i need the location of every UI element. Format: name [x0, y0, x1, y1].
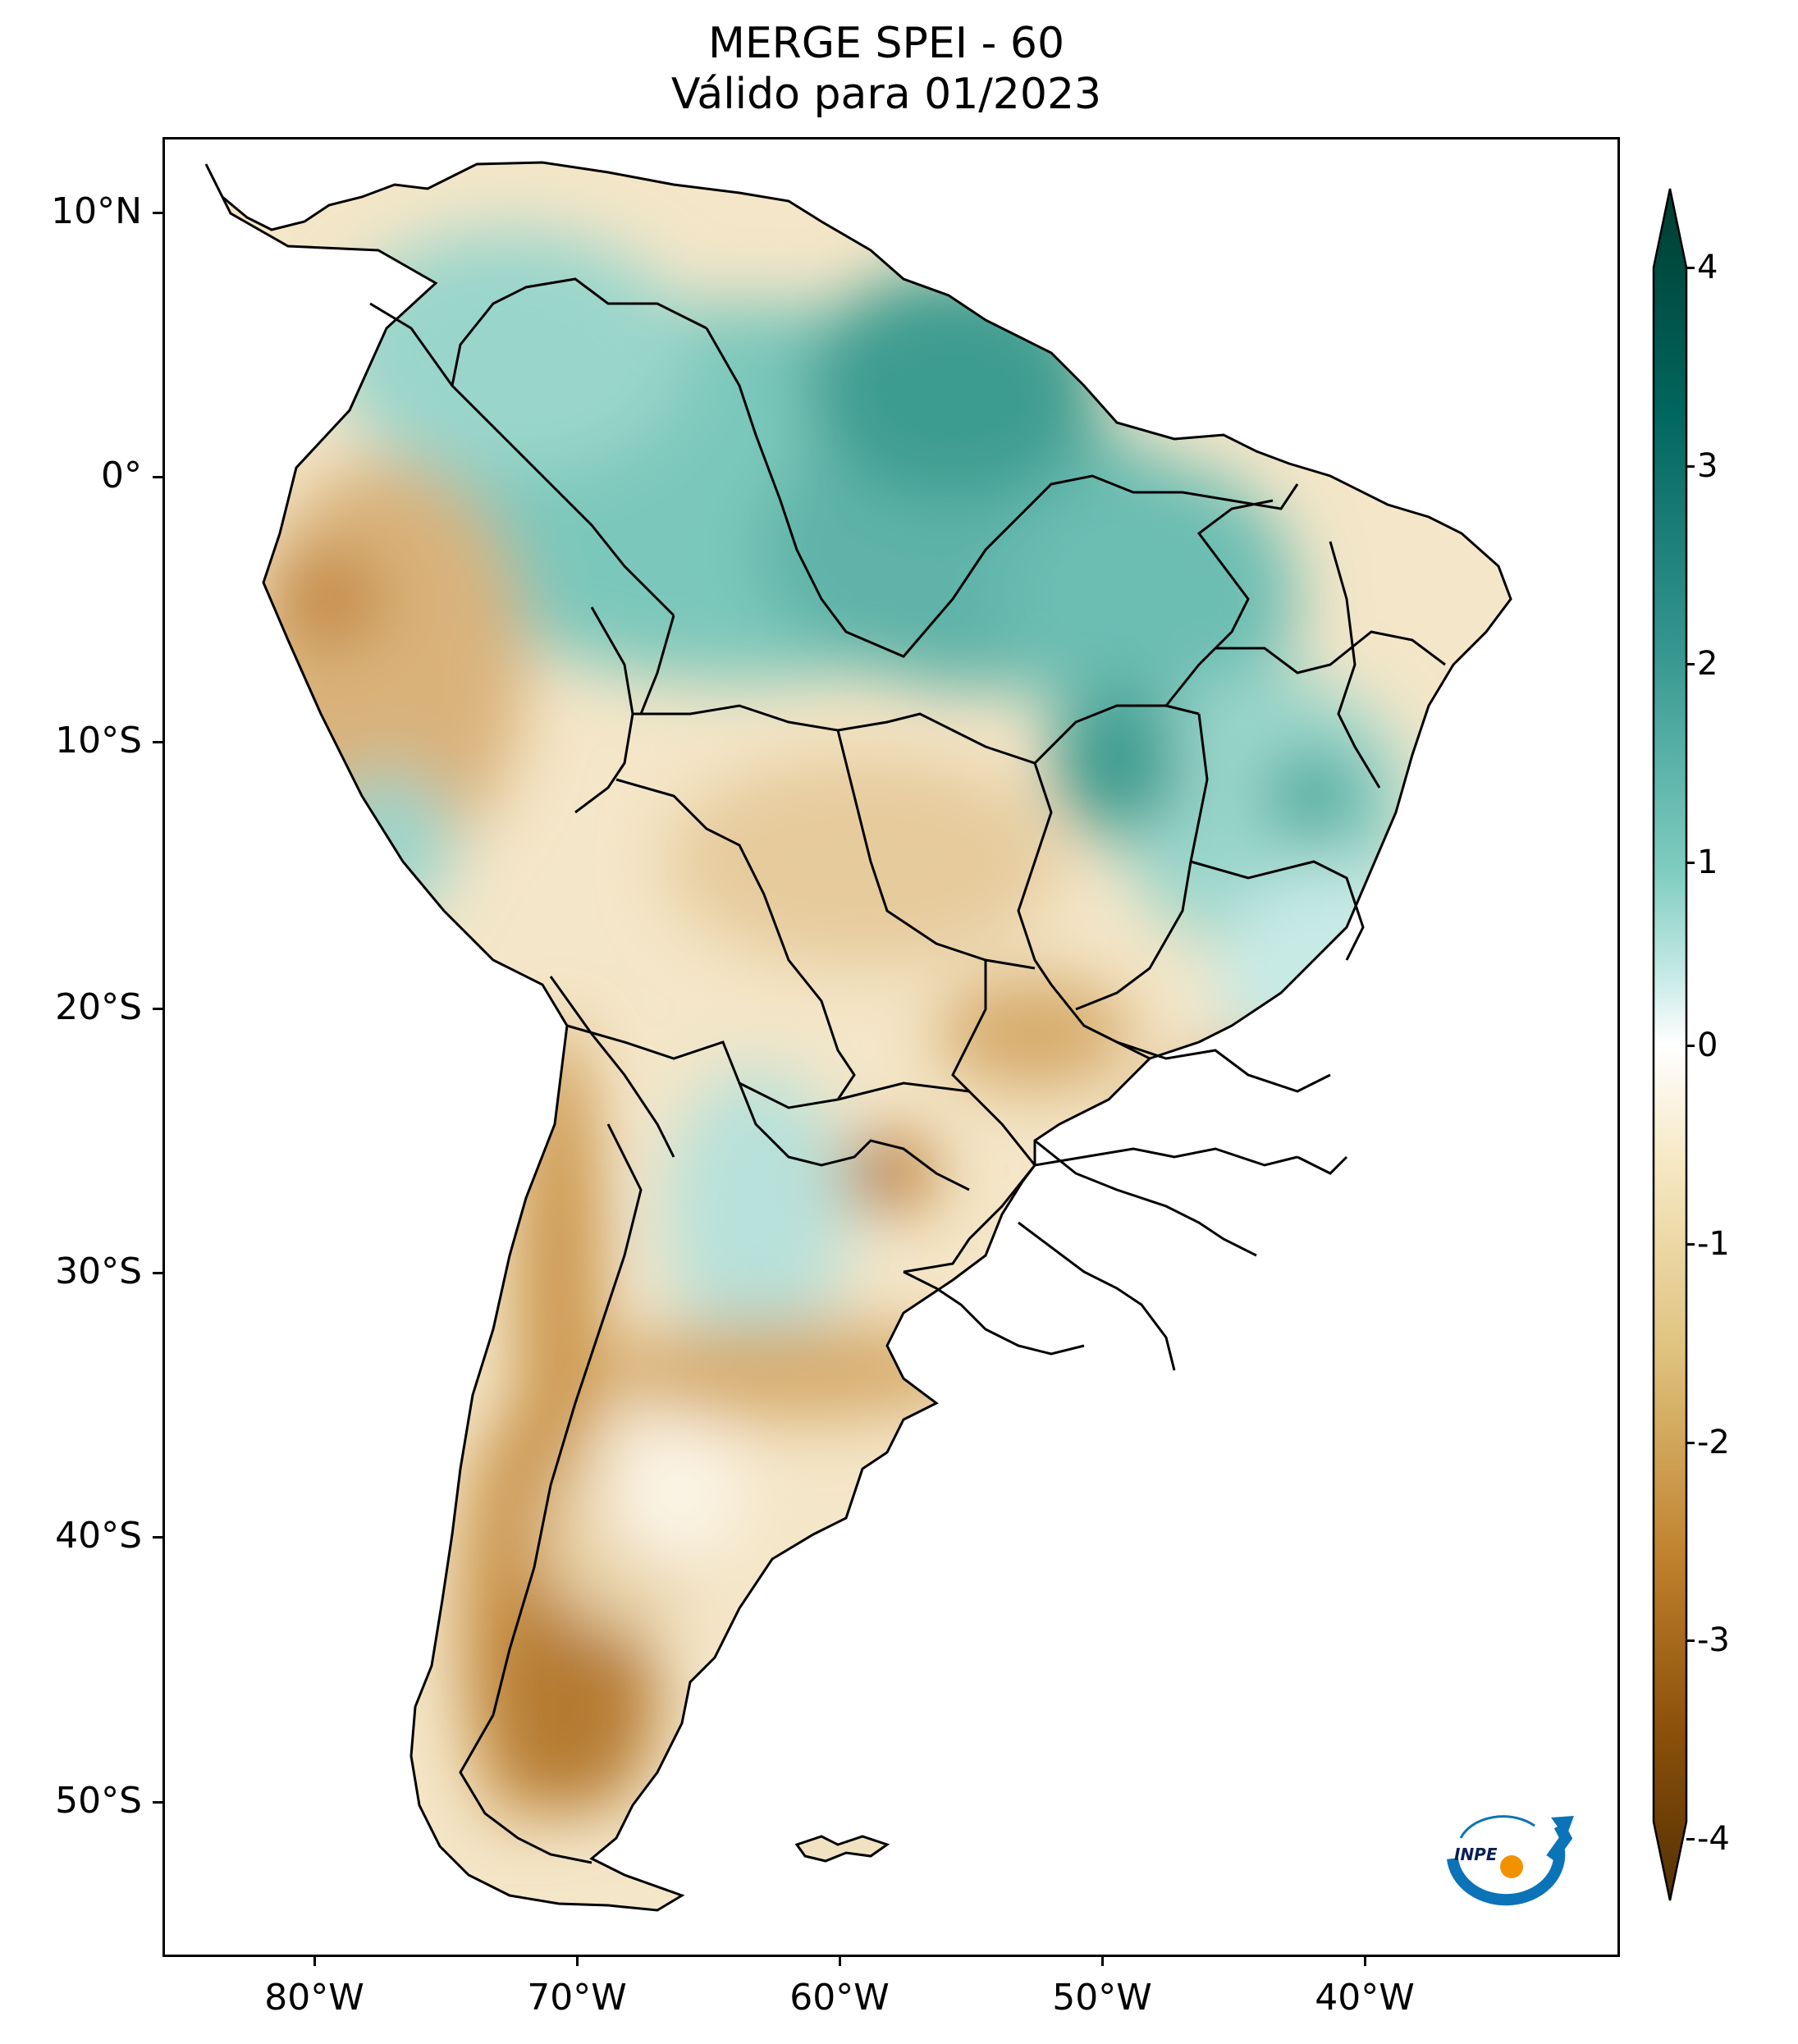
- title-line-2: Válido para 01/2023: [670, 70, 1102, 119]
- colorbar-label-0: 0: [1697, 1027, 1718, 1064]
- lon-label-60w: 60°W: [789, 1977, 890, 2019]
- lat-label-20s: 20°S: [55, 986, 142, 1028]
- lat-label-10s: 10°S: [55, 720, 142, 761]
- colorbar-tick: [1686, 1442, 1695, 1444]
- lat-label-50s: 50°S: [55, 1780, 142, 1822]
- colorbar-label-2: 2: [1697, 645, 1718, 683]
- colorbar-tick: [1686, 1243, 1695, 1246]
- lon-tick: [1101, 1956, 1104, 1966]
- inpe-logo: INPE: [1447, 1815, 1574, 1906]
- colorbar-tick: [1686, 465, 1695, 468]
- lat-label-40s: 40°S: [55, 1515, 142, 1557]
- colorbar: [1652, 188, 1688, 1901]
- lat-tick: [153, 1536, 162, 1539]
- colorbar-tick: [1686, 1639, 1695, 1642]
- lat-tick: [153, 1272, 162, 1274]
- colorbar-tick: [1686, 862, 1695, 864]
- lat-label-10n: 10°N: [51, 190, 142, 232]
- title-line-1: MERGE SPEI - 60: [707, 19, 1065, 68]
- lon-label-70w: 70°W: [527, 1977, 627, 2019]
- colorbar-label-1: 1: [1697, 844, 1718, 881]
- lat-label-0: 0°: [101, 455, 142, 496]
- lat-tick: [153, 476, 162, 478]
- colorbar-label-4: 4: [1697, 249, 1718, 286]
- coastline: [204, 161, 1512, 1912]
- colorbar-label-neg2: -2: [1697, 1424, 1730, 1461]
- colorbar-tick: [1686, 1045, 1695, 1047]
- spei-map: [204, 161, 1512, 1912]
- colorbar-tick: [1686, 663, 1695, 665]
- map-title: MERGE SPEI - 60 Válido para 01/2023: [164, 18, 1608, 120]
- lat-tick: [153, 212, 162, 214]
- lon-label-80w: 80°W: [264, 1977, 364, 2019]
- falkland-islands: [794, 1835, 890, 1863]
- spei-field: [206, 162, 1511, 1910]
- lat-tick: [153, 1801, 162, 1804]
- colorbar-body: [1652, 188, 1688, 1901]
- lat-tick: [153, 741, 162, 743]
- logo-text: INPE: [1454, 1845, 1498, 1864]
- lat-label-30s: 30°S: [55, 1251, 142, 1292]
- colorbar-label-neg4: -4: [1697, 1820, 1730, 1858]
- colorbar-label-3: 3: [1697, 447, 1718, 485]
- lon-tick: [839, 1956, 841, 1966]
- lon-tick: [1364, 1956, 1366, 1966]
- colorbar-label-neg3: -3: [1697, 1621, 1730, 1659]
- map-frame: [162, 137, 1620, 1957]
- lon-label-40w: 40°W: [1315, 1977, 1415, 2019]
- colorbar-label-neg1: -1: [1697, 1225, 1730, 1263]
- logo-dot: [1500, 1855, 1523, 1878]
- colorbar-tick: [1686, 267, 1695, 269]
- borders: [369, 277, 1446, 1864]
- lon-tick: [576, 1956, 579, 1966]
- colorbar-tick: [1686, 1838, 1695, 1841]
- lon-label-50w: 50°W: [1052, 1977, 1152, 2019]
- lat-tick: [153, 1008, 162, 1010]
- lon-tick: [313, 1956, 316, 1966]
